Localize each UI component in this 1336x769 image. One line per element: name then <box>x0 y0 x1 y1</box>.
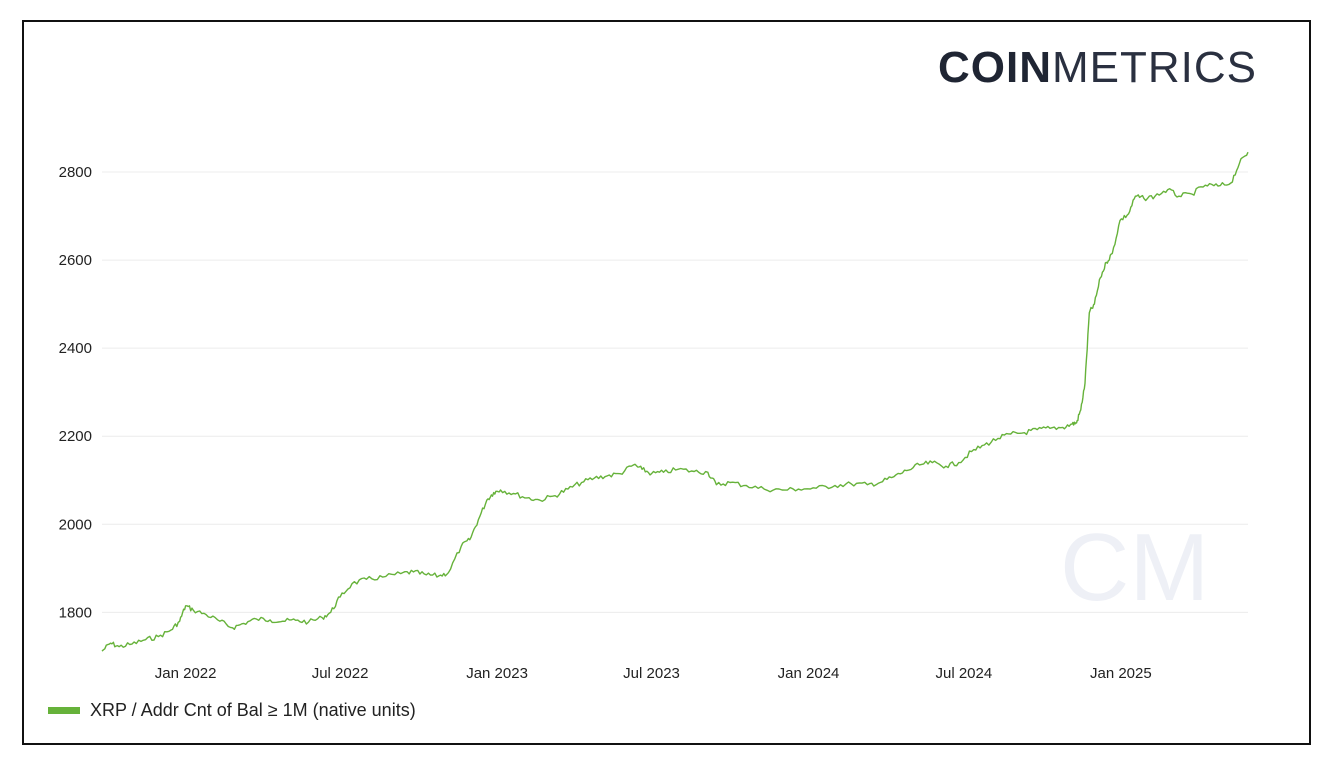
x-tick-label: Jan 2024 <box>778 665 840 682</box>
y-tick-label: 2600 <box>59 252 92 269</box>
x-tick-label: Jan 2022 <box>155 665 217 682</box>
coinmetrics-logo: COINMETRICS <box>938 46 1257 90</box>
x-tick-label: Jan 2025 <box>1090 665 1152 682</box>
x-tick-label: Jul 2023 <box>623 665 680 682</box>
logo-bold-text: COIN <box>938 43 1052 92</box>
y-axis-labels: 1800 2000 2200 2400 2600 2800 <box>59 164 92 621</box>
grid-lines <box>102 171 1248 613</box>
y-tick-label: 2800 <box>59 164 92 181</box>
y-tick-label: 2400 <box>59 340 92 357</box>
y-tick-label: 1800 <box>59 604 92 621</box>
legend-label: XRP / Addr Cnt of Bal ≥ 1M (native units… <box>90 700 416 720</box>
x-tick-label: Jan 2023 <box>466 665 528 682</box>
x-tick-label: Jul 2024 <box>935 665 992 682</box>
legend-swatch <box>48 707 80 714</box>
y-tick-label: 2200 <box>59 428 92 445</box>
y-tick-label: 2000 <box>59 516 92 533</box>
x-axis-labels: Jan 2022 Jul 2022 Jan 2023 Jul 2023 Jan 2024… <box>155 665 1152 682</box>
logo-light-text: METRICS <box>1052 43 1257 92</box>
watermark-logo: CM <box>1060 514 1209 621</box>
series-line-xrp-addr-count <box>101 151 1249 652</box>
chart-frame: COINMETRICS <box>22 20 1311 745</box>
x-tick-label: Jul 2022 <box>312 665 369 682</box>
legend[interactable]: XRP / Addr Cnt of Bal ≥ 1M (native units… <box>48 700 416 721</box>
